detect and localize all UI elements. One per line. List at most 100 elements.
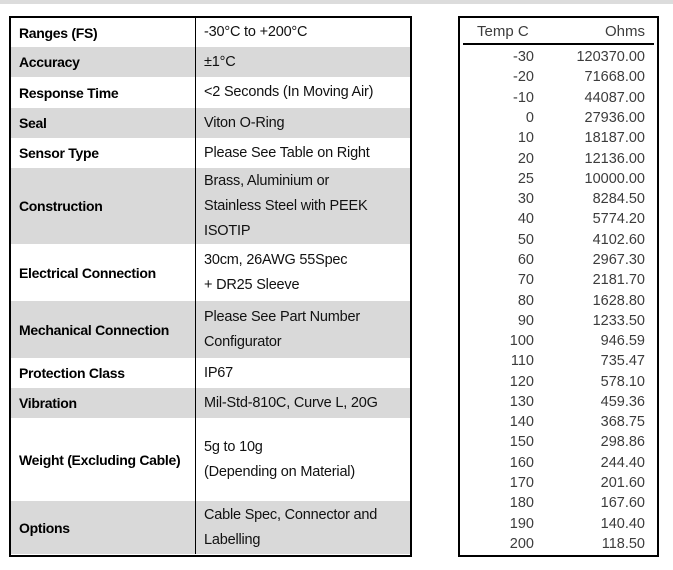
ohms-value: 4102.60: [592, 231, 645, 248]
ohms-value: 735.47: [600, 353, 645, 370]
resistance-row: -20 71668.00: [460, 67, 657, 87]
spec-value: 5g to 10g (Depending on Material): [204, 438, 355, 480]
resistance-row: 190 140.40: [460, 513, 657, 533]
spec-row-construction: Construction Brass, Aluminium or Stainle…: [11, 168, 410, 244]
spec-value: Cable Spec, Connector and Labelling: [204, 506, 378, 548]
spec-label: Seal: [11, 108, 196, 138]
ohms-value: 167.60: [600, 495, 645, 512]
spec-row-accuracy: Accuracy ±1°C: [11, 47, 410, 77]
resistance-row: 30 8284.50: [460, 189, 657, 209]
resistance-table-body: -30 120370.00 -20 71668.00 -10 44087.00 0 27…: [460, 45, 657, 555]
resistance-row: 90 1233.50: [460, 311, 657, 331]
ohms-value: 5774.20: [592, 211, 645, 228]
temp-value: 130: [509, 393, 534, 410]
ohms-value: 244.40: [600, 454, 645, 471]
spec-value: Please See Table on Right: [204, 144, 370, 161]
ohms-value: 118.50: [601, 535, 645, 552]
spec-value: Viton O-Ring: [204, 114, 285, 131]
ohms-value: 2967.30: [592, 251, 645, 268]
resistance-row: 80 1628.80: [460, 290, 657, 310]
resistance-row: 0 27936.00: [460, 108, 657, 128]
temp-value: 170: [509, 475, 534, 492]
ohms-value: 201.60: [600, 475, 645, 492]
temp-column-header: Temp C: [477, 23, 529, 40]
spec-label: Response Time: [11, 77, 196, 108]
ohms-value: 1628.80: [592, 292, 645, 309]
ohms-value: 12136.00: [584, 150, 645, 167]
temp-value: 80: [517, 292, 534, 309]
resistance-row: -30 120370.00: [460, 47, 657, 67]
temp-value: 30: [517, 191, 534, 208]
resistance-row: 20 12136.00: [460, 148, 657, 168]
temp-value: 100: [509, 333, 534, 350]
temp-value: 60: [517, 251, 534, 268]
spec-value: Please See Part Number Configurator: [204, 308, 360, 350]
spec-label: Protection Class: [11, 358, 196, 388]
temp-value: -20: [513, 69, 534, 86]
spec-label: Mechanical Connection: [11, 301, 196, 358]
ohms-value: 140.40: [600, 515, 645, 532]
ohms-value: 946.59: [600, 333, 645, 350]
temp-value: 25: [517, 170, 534, 187]
temp-value: 50: [517, 231, 534, 248]
spec-label: Vibration: [11, 388, 196, 418]
section-divider-rule: [0, 0, 673, 4]
resistance-row: 140 368.75: [460, 412, 657, 432]
ohms-value: 27936.00: [584, 109, 645, 126]
resistance-row: 150 298.86: [460, 432, 657, 452]
ohms-value: 2181.70: [592, 272, 645, 289]
resistance-table-header: Temp C Ohms: [463, 18, 654, 45]
temp-value: 180: [509, 495, 534, 512]
ohms-value: 120370.00: [576, 49, 645, 66]
spec-label: Ranges (FS): [11, 18, 196, 47]
ohms-value: 71668.00: [584, 69, 645, 86]
spec-row-response-time: Response Time <2 Seconds (In Moving Air): [11, 77, 410, 108]
resistance-row: 40 5774.20: [460, 209, 657, 229]
resistance-row: 25 10000.00: [460, 169, 657, 189]
temp-value: 10: [517, 130, 534, 147]
spec-value: <2 Seconds (In Moving Air): [204, 84, 374, 100]
ohms-value: 459.36: [600, 393, 645, 410]
spec-row-mechanical-connection: Mechanical Connection Please See Part Nu…: [11, 301, 410, 358]
temp-value: 190: [509, 515, 534, 532]
resistance-row: 180 167.60: [460, 493, 657, 513]
spec-row-protection-class: Protection Class IP67: [11, 358, 410, 388]
resistance-row: 60 2967.30: [460, 250, 657, 270]
spec-value: Brass, Aluminium or Stainless Steel with…: [204, 172, 368, 239]
ohms-value: 44087.00: [584, 89, 645, 106]
resistance-row: 200 118.50: [460, 534, 657, 554]
temp-value: 0: [525, 109, 534, 126]
resistance-row: 70 2181.70: [460, 270, 657, 290]
temp-value: 110: [510, 353, 534, 370]
spec-value: 30cm, 26AWG 55Spec + DR25 Sleeve: [204, 251, 348, 293]
resistance-table: Temp C Ohms -30 120370.00 -20 71668.00 -10…: [458, 16, 659, 557]
spec-label: Sensor Type: [11, 138, 196, 168]
resistance-row: 50 4102.60: [460, 230, 657, 250]
ohms-value: 368.75: [600, 414, 645, 431]
spec-row-electrical-connection: Electrical Connection 30cm, 26AWG 55Spec…: [11, 244, 410, 301]
resistance-row: 130 459.36: [460, 392, 657, 412]
temp-value: 70: [517, 272, 534, 289]
spec-value: ±1°C: [204, 53, 236, 70]
spec-row-seal: Seal Viton O-Ring: [11, 108, 410, 138]
resistance-row: 120 578.10: [460, 372, 657, 392]
resistance-row: 170 201.60: [460, 473, 657, 493]
temp-value: 160: [509, 454, 534, 471]
ohms-column-header: Ohms: [604, 23, 645, 40]
spec-row-options: Options Cable Spec, Connector and Labell…: [11, 501, 410, 554]
spec-row-weight: Weight (Excluding Cable) 5g to 10g (Depe…: [11, 418, 410, 501]
ohms-value: 1233.50: [592, 312, 645, 329]
spec-value: Mil-Std-810C, Curve L, 20G: [204, 394, 378, 411]
spec-row-ranges: Ranges (FS) -30°C to +200°C: [11, 18, 410, 47]
temp-value: 120: [509, 373, 534, 390]
ohms-value: 18187.00: [584, 130, 645, 147]
temp-value: -30: [513, 49, 534, 66]
temp-value: 200: [509, 535, 534, 552]
resistance-row: -10 44087.00: [460, 88, 657, 108]
ohms-value: 298.86: [600, 434, 645, 451]
temp-value: 20: [517, 150, 534, 167]
temp-value: 150: [509, 434, 534, 451]
ohms-value: 10000.00: [584, 170, 645, 187]
spec-value: IP67: [204, 364, 234, 381]
